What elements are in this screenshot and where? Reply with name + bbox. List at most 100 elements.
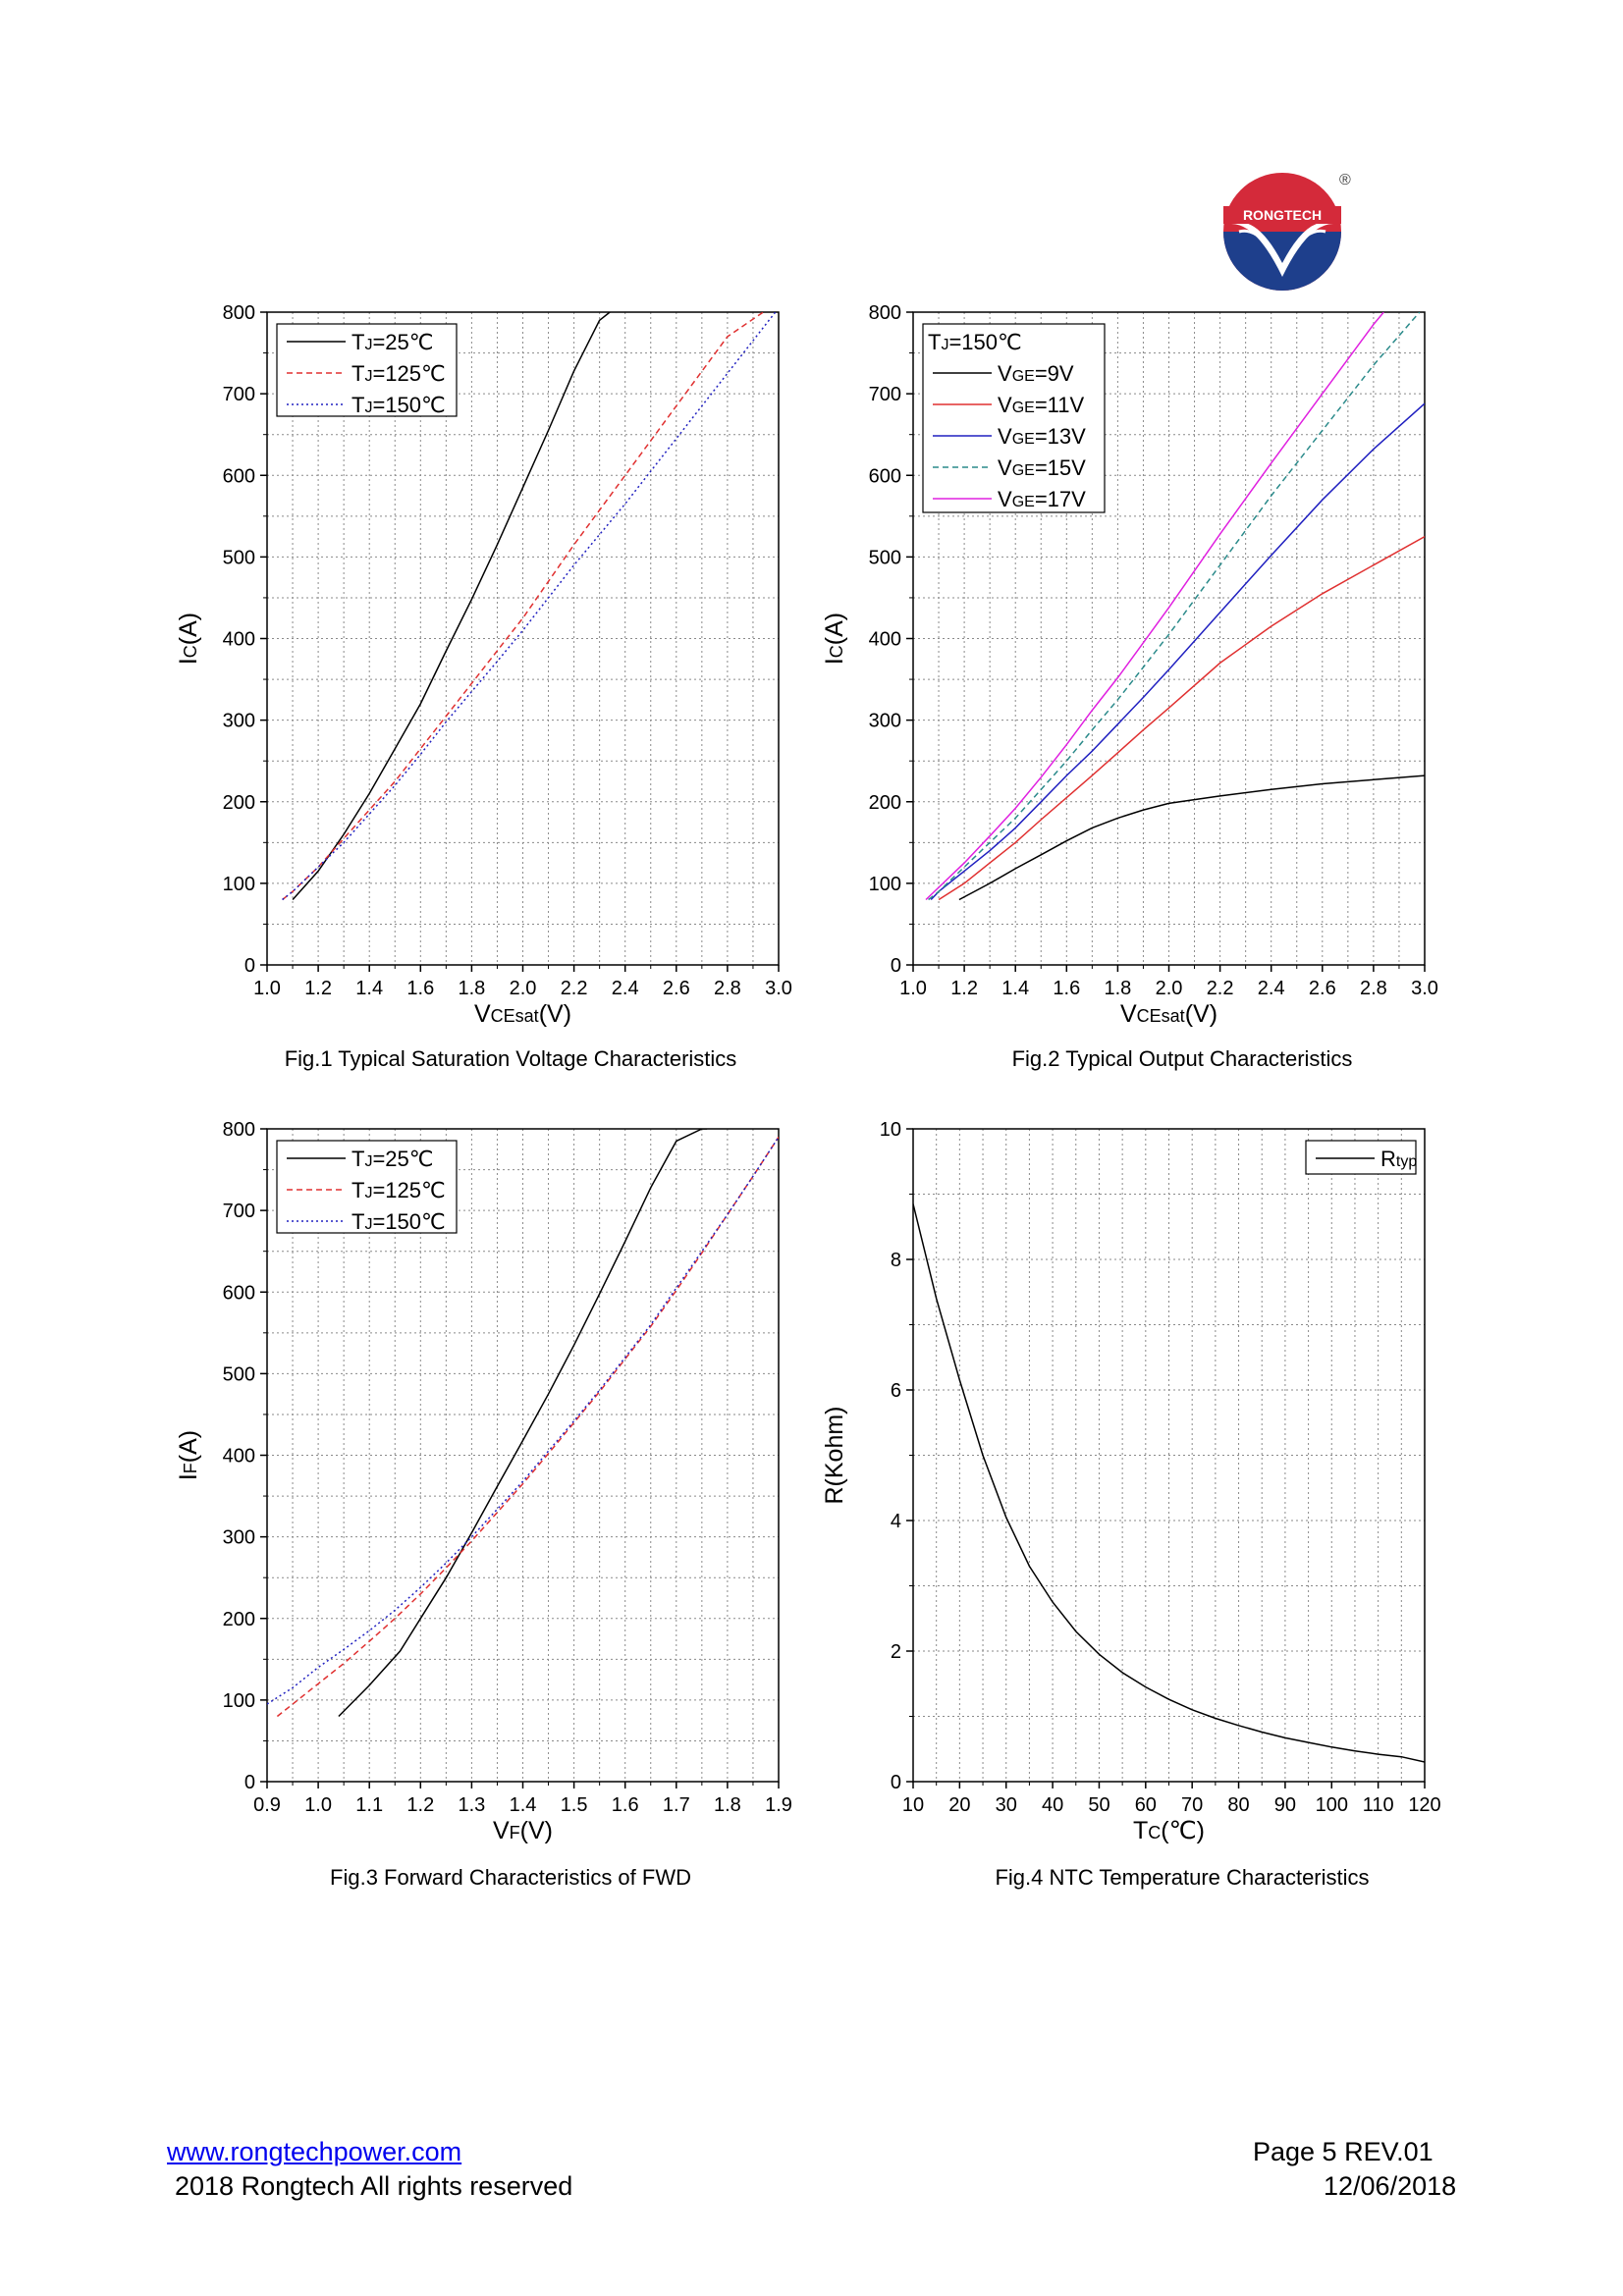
fig4-y-tick-label: 4 — [891, 1511, 901, 1532]
fig3-x-tick-label: 1.8 — [714, 1794, 741, 1816]
fig3-legend-label-2: TJ=150℃ — [352, 1209, 446, 1234]
fig2-caption: Fig.2 Typical Output Characteristics — [1011, 1046, 1353, 1071]
fig4-x-tick-label: 120 — [1408, 1794, 1440, 1816]
fig4-y-tick-label: 2 — [891, 1641, 901, 1663]
fig1-chart: 1.0 1.2 1.4 1.6 1.8 2.0 2.2 2.4 2.6 2.8 3.0 0 100 200… — [175, 302, 792, 1028]
page-revision: Page 5 REV.01 — [1253, 2137, 1434, 2166]
fig1-x-tick-label: 2.4 — [612, 978, 639, 999]
logo-text: RONGTECH — [1243, 207, 1322, 223]
fig2-legend-label-4: VGE=17V — [998, 487, 1086, 511]
fig2-legend-box — [922, 323, 1106, 513]
fig2-legend-title: TJ=150℃ — [928, 330, 1022, 354]
fig2-legend-label-2: VGE=13V — [998, 424, 1086, 449]
fig1-y-tick-label: 200 — [223, 792, 255, 814]
fig4-x-axis-label: TC(℃) — [1133, 1817, 1205, 1844]
fig4-y-axis-label: R(Kohm) — [821, 1406, 848, 1504]
fig1-legend-box — [276, 323, 458, 417]
fig4-legend-label-0: Rtyp — [1380, 1147, 1417, 1171]
fig3-caption: Fig.3 Forward Characteristics of FWD — [330, 1865, 691, 1890]
fig4-chart: 10 20 30 40 50 60 70 80 90 100 110 120 0 2 4 6 8 10 TC(℃) R… — [821, 1119, 1441, 1844]
fig4-series-0-line — [913, 1203, 1425, 1763]
fig2-legend: TJ=150℃ VGE=9V VGE=11V VGE=13V VGE=15V VGE=17… — [922, 323, 1106, 513]
fig1-series-1-line — [282, 312, 764, 901]
fig3-x-tick-label: 1.7 — [663, 1794, 690, 1816]
fig1-x-tick-label: 1.2 — [304, 978, 332, 999]
fig4-y-tick-label: 0 — [891, 1772, 901, 1793]
fig1-series-2-line — [282, 312, 777, 901]
fig2-y-tick-label: 500 — [869, 547, 901, 568]
fig1-y-tick-label: 100 — [223, 874, 255, 895]
fig2-chart: 1.0 1.2 1.4 1.6 1.8 2.0 2.2 2.4 2.6 2.8 3.0 0 100 200… — [821, 302, 1438, 1028]
fig3-x-tick-label: 1.9 — [765, 1794, 792, 1816]
fig1-x-tick-label: 1.4 — [355, 978, 383, 999]
fig2-y-tick-label: 100 — [869, 874, 901, 895]
fig2-x-tick-label: 2.2 — [1207, 978, 1234, 999]
fig2-x-tick-label: 2.6 — [1309, 978, 1336, 999]
fig2-series-3-line — [928, 312, 1421, 901]
fig1-y-tick-label: 800 — [223, 302, 255, 324]
fig1-caption: Fig.1 Typical Saturation Voltage Charact… — [284, 1046, 737, 1071]
fig2-x-tick-label: 1.6 — [1053, 978, 1080, 999]
fig4-x-tick-label: 50 — [1088, 1794, 1109, 1816]
fig2-x-tick-label: 1.0 — [899, 978, 927, 999]
fig3-x-tick-label: 1.4 — [510, 1794, 537, 1816]
fig4-x-tick-label: 80 — [1227, 1794, 1249, 1816]
fig4-x-tick-label: 70 — [1181, 1794, 1203, 1816]
fig3-y-tick-label: 400 — [223, 1446, 255, 1468]
fig2-y-axis-label: IC(A) — [821, 613, 848, 665]
fig1-grid — [266, 311, 780, 966]
fig4-x-tick-label: 60 — [1135, 1794, 1157, 1816]
fig1-x-tick-label: 2.0 — [510, 978, 537, 999]
fig1-x-tick-label: 3.0 — [765, 978, 792, 999]
fig2-legend-label-3: VGE=15V — [998, 455, 1086, 480]
fig1-y-tick-label: 600 — [223, 465, 255, 487]
fig1-y-tick-label: 500 — [223, 547, 255, 568]
fig2-legend-label-0: VGE=9V — [998, 361, 1074, 386]
rongtech-logo: RONGTECH ® — [1223, 172, 1351, 291]
fig1-x-axis-label: VCEsat(V) — [474, 1000, 571, 1028]
fig1-y-tick-label: 400 — [223, 629, 255, 651]
fig1-x-tick-label: 2.6 — [663, 978, 690, 999]
website-link[interactable]: www.rongtechpower.com — [167, 2137, 462, 2166]
fig2-x-axis-label: VCEsat(V) — [1120, 1000, 1217, 1028]
fig3-x-tick-label: 1.5 — [561, 1794, 588, 1816]
fig3-y-tick-label: 600 — [223, 1282, 255, 1304]
fig3-chart: 0.9 1.0 1.1 1.2 1.3 1.4 1.5 1.6 1.7 1.8 1.9 0 100 200… — [175, 1119, 792, 1844]
fig2-series-1-line — [938, 535, 1425, 901]
fig4-x-tick-label: 10 — [902, 1794, 924, 1816]
fig3-y-tick-label: 300 — [223, 1527, 255, 1549]
fig1-x-tick-label: 2.8 — [714, 978, 741, 999]
fig3-legend-label-1: TJ=125℃ — [352, 1178, 446, 1202]
fig2-x-tick-label: 1.2 — [950, 978, 978, 999]
fig4-y-tick-label: 10 — [880, 1119, 901, 1141]
fig3-y-tick-label: 0 — [244, 1772, 255, 1793]
fig3-legend: TJ=25℃ TJ=125℃ TJ=150℃ — [276, 1140, 458, 1234]
fig3-y-tick-label: 700 — [223, 1201, 255, 1222]
fig1-y-axis-label: IC(A) — [175, 613, 202, 665]
fig3-legend-box — [276, 1140, 458, 1234]
fig4-x-tick-label: 110 — [1363, 1794, 1394, 1816]
fig2-x-tick-label: 2.0 — [1156, 978, 1183, 999]
fig1-x-tick-label: 1.0 — [253, 978, 281, 999]
fig1-y-tick-label: 700 — [223, 384, 255, 405]
fig4-x-tick-label: 20 — [948, 1794, 970, 1816]
fig4-x-tick-label: 90 — [1274, 1794, 1296, 1816]
fig2-series-0-line — [958, 774, 1425, 901]
fig4-legend-box — [1305, 1140, 1417, 1175]
fig4-x-tick-label: 100 — [1316, 1794, 1348, 1816]
fig2-y-tick-label: 700 — [869, 384, 901, 405]
fig2-y-tick-label: 400 — [869, 629, 901, 651]
fig3-y-tick-label: 500 — [223, 1363, 255, 1385]
fig3-series-1-line — [276, 1136, 779, 1718]
fig3-x-tick-label: 1.3 — [458, 1794, 485, 1816]
document-date: 12/06/2018 — [1324, 2171, 1457, 2201]
fig2-series-2-line — [930, 402, 1425, 901]
fig2-y-tick-label: 200 — [869, 792, 901, 814]
fig4-x-tick-label: 30 — [996, 1794, 1017, 1816]
fig3-y-tick-label: 100 — [223, 1690, 255, 1712]
fig2-y-tick-label: 600 — [869, 465, 901, 487]
fig1-x-tick-label: 1.8 — [458, 978, 485, 999]
copyright-text: 2018 Rongtech All rights reserved — [175, 2171, 573, 2201]
fig1-y-tick-label: 300 — [223, 711, 255, 732]
